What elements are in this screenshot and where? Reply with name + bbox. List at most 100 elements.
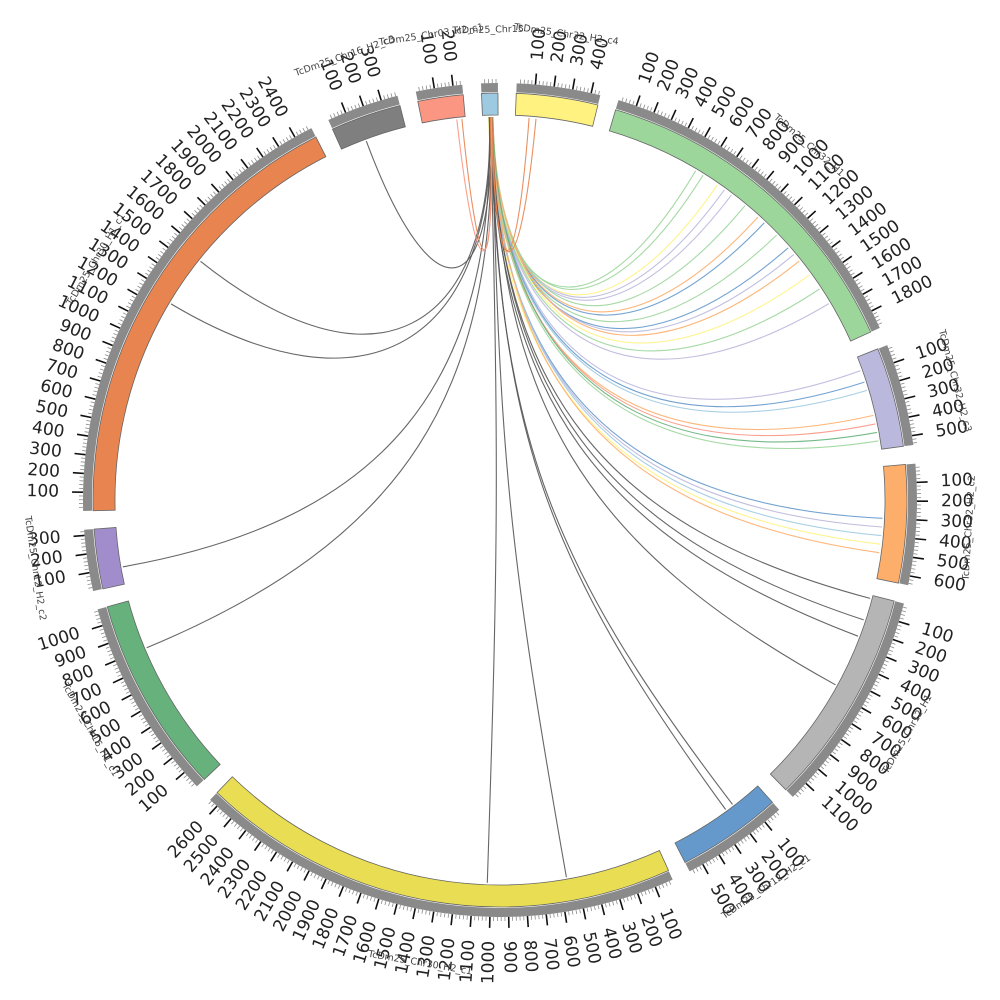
minor-tick: [283, 857, 287, 862]
minor-tick: [625, 98, 628, 103]
minor-tick: [89, 405, 94, 407]
minor-tick: [176, 766, 180, 770]
major-tick: [670, 109, 677, 121]
minor-tick: [594, 906, 596, 911]
minor-tick: [313, 873, 317, 878]
minor-tick: [169, 238, 173, 242]
major-tick: [151, 742, 162, 750]
chord-link: [122, 117, 491, 568]
minor-tick: [384, 901, 387, 906]
chord-link: [491, 117, 567, 878]
minor-tick: [83, 557, 88, 559]
tick-band: [786, 601, 904, 797]
major-tick: [870, 690, 881, 697]
minor-tick: [443, 913, 446, 918]
minor-tick: [257, 155, 261, 160]
major-tick: [358, 95, 365, 107]
chord-link: [492, 117, 878, 443]
minor-tick: [907, 412, 912, 414]
minor-tick: [814, 223, 819, 228]
minor-tick: [767, 819, 771, 823]
minor-tick: [667, 114, 670, 119]
minor-tick: [117, 674, 122, 677]
major-tick: [915, 537, 927, 541]
minor-tick: [211, 803, 215, 807]
minor-tick: [129, 697, 134, 701]
major-tick: [861, 707, 872, 714]
minor-tick: [394, 92, 397, 97]
minor-tick: [860, 288, 865, 292]
minor-tick: [557, 912, 559, 918]
minor-tick: [763, 173, 767, 178]
major-tick: [170, 225, 181, 234]
minor-tick: [254, 157, 258, 162]
minor-tick: [140, 717, 145, 721]
minor-tick: [99, 368, 104, 371]
minor-tick: [913, 553, 918, 555]
tick-label: 300: [27, 527, 61, 550]
minor-tick: [903, 393, 908, 396]
minor-tick: [754, 166, 758, 171]
major-tick: [431, 911, 435, 923]
minor-tick: [191, 212, 196, 217]
minor-tick: [866, 298, 871, 302]
tick-band: [516, 83, 601, 104]
minor-tick: [907, 408, 912, 411]
minor-tick: [912, 560, 917, 563]
major-tick: [196, 196, 206, 206]
major-tick: [183, 210, 193, 220]
segment-arc: [216, 776, 670, 908]
chord-link: [490, 117, 864, 621]
minor-tick: [347, 107, 350, 112]
minor-tick: [207, 196, 211, 201]
major-tick: [112, 677, 124, 684]
minor-tick: [418, 86, 420, 91]
segment-arc: [856, 348, 904, 450]
minor-tick: [255, 839, 259, 843]
minor-tick: [330, 881, 334, 886]
minor-tick: [97, 375, 102, 378]
major-tick: [817, 768, 828, 777]
minor-tick: [742, 157, 746, 162]
minor-tick: [241, 166, 246, 171]
minor-tick: [245, 832, 249, 837]
minor-tick: [838, 742, 843, 746]
minor-tick: [115, 670, 120, 674]
tick-label: 200: [437, 28, 461, 63]
major-tick: [104, 660, 116, 666]
minor-tick: [213, 191, 217, 195]
minor-tick: [557, 83, 559, 88]
chord-link: [170, 117, 491, 359]
minor-tick: [822, 232, 826, 236]
minor-tick: [909, 579, 914, 581]
minor-tick: [714, 138, 718, 143]
minor-tick: [777, 186, 782, 190]
minor-tick: [804, 212, 809, 216]
major-tick: [893, 358, 905, 364]
minor-tick: [833, 247, 838, 251]
minor-tick: [858, 285, 863, 289]
minor-tick: [730, 148, 734, 153]
minor-tick: [440, 83, 443, 88]
minor-tick: [99, 628, 104, 631]
minor-tick: [238, 169, 243, 173]
minor-tick: [812, 221, 816, 225]
minor-tick: [231, 820, 235, 825]
minor-tick: [898, 375, 903, 378]
tick-label: 200: [29, 547, 64, 571]
major-tick: [526, 916, 530, 928]
minor-tick: [664, 112, 667, 117]
minor-tick: [820, 766, 825, 770]
major-tick: [766, 170, 775, 180]
minor-tick: [410, 907, 412, 912]
chord-link: [146, 117, 493, 649]
minor-tick: [628, 99, 631, 104]
minor-tick: [912, 438, 917, 440]
major-tick: [75, 553, 87, 557]
major-tick: [78, 571, 90, 576]
major-tick: [899, 376, 911, 382]
minor-tick: [120, 681, 125, 684]
minor-tick: [239, 827, 244, 832]
minor-tick: [701, 131, 704, 136]
minor-tick: [725, 850, 728, 855]
